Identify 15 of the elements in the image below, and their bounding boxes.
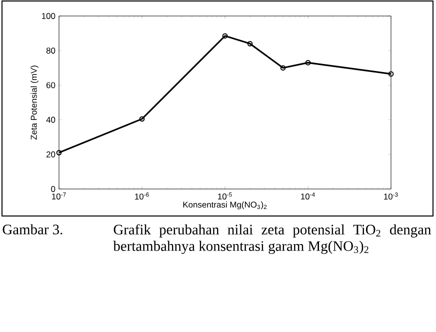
y-axis-title: Zeta Potensial (mV) bbox=[30, 66, 38, 140]
y-tick-label: 60 bbox=[46, 82, 56, 88]
x-axis-title: Konsentrasi Mg(NO$_{3}$)$_{2}$ bbox=[183, 201, 267, 210]
x-tick-label: 10$^{-3}$ bbox=[384, 192, 398, 200]
x-tick-label: 10$^{-7}$ bbox=[52, 192, 66, 200]
x-tick-label: 10$^{-4}$ bbox=[301, 192, 315, 200]
y-tick-label: 80 bbox=[46, 48, 56, 54]
text: Grafik perubahan nilai zeta potensial TiO$_{2}$ dengan bertambahnya konsentrasi garam Mg(NO$_{3}$)$_{2}$ bbox=[113, 224, 431, 254]
y-tick-label: 100 bbox=[42, 13, 56, 19]
x-tick-label: 10$^{-5}$ bbox=[218, 192, 232, 200]
y-tick-label: 20 bbox=[46, 151, 56, 158]
y-tick-label: 40 bbox=[46, 116, 56, 123]
y-tick-label: 0 bbox=[51, 186, 56, 192]
text: Gambar 3. bbox=[2, 224, 62, 234]
x-tick-label: 10$^{-6}$ bbox=[135, 192, 149, 200]
